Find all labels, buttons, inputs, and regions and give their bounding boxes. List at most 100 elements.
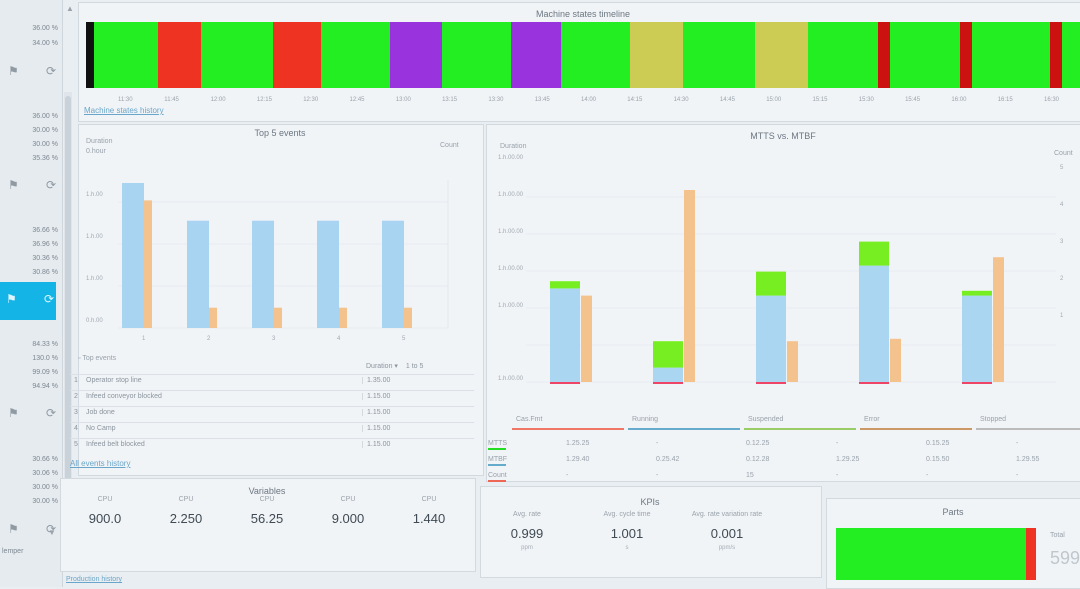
mtts-top-bar[interactable]	[550, 281, 580, 289]
timeline-segment-run[interactable]	[320, 22, 391, 88]
top5-title: Top 5 events	[254, 128, 306, 138]
mtts-cell: 1.29.55	[1016, 456, 1040, 463]
scroll-down-icon[interactable]: ▼	[48, 528, 56, 537]
table-index-icon: ▫	[78, 355, 81, 362]
count-bar[interactable]	[339, 307, 347, 328]
top5-xtick: 4	[337, 336, 341, 342]
timeline-segment-run[interactable]	[890, 22, 960, 88]
scroll-up-icon[interactable]: ▲	[66, 4, 74, 13]
timeline-segment-stop[interactable]	[272, 22, 321, 88]
table-row[interactable]: 1 Operator stop line 1.35.00	[70, 374, 474, 389]
mtts-base-bar[interactable]	[859, 265, 889, 382]
refresh-icon[interactable]: ⟳	[45, 64, 56, 78]
mtts-count-bar[interactable]	[581, 295, 592, 382]
pin-icon[interactable]: ⚑	[8, 406, 19, 420]
timeline-segment-idle[interactable]	[629, 22, 684, 88]
rail-active-item[interactable]: ⚑ ⟳	[0, 282, 56, 320]
timeline-tick: 14:30	[673, 97, 689, 103]
timeline-segment-run[interactable]	[1062, 22, 1080, 88]
row-index: 1	[74, 377, 78, 384]
event-label: No Camp	[86, 425, 116, 432]
refresh-icon[interactable]: ⟳	[45, 522, 56, 536]
machine-states-history-link[interactable]: Machine states history	[84, 106, 164, 115]
timeline-segment-fault[interactable]	[959, 22, 972, 88]
rail-value: 30.36 %	[32, 255, 58, 262]
rail-value: 30.06 %	[32, 470, 58, 477]
duration-bar[interactable]	[382, 220, 404, 328]
kpi-label: Avg. cycle time	[603, 511, 651, 518]
kpis-panel	[480, 486, 822, 578]
top5-chart: 1 2 3 4 5	[118, 180, 449, 342]
variable-label: CPU	[97, 496, 113, 503]
mtts-cell: 1.29.40	[566, 456, 590, 463]
mtts-count-bar[interactable]	[684, 190, 695, 382]
count-bar[interactable]	[144, 200, 152, 328]
timeline-segment-run[interactable]	[971, 22, 1051, 88]
timeline-segment-stop[interactable]	[157, 22, 202, 88]
all-events-history-link[interactable]: All events history	[70, 459, 131, 468]
count-bar[interactable]	[209, 307, 217, 328]
refresh-icon[interactable]: ⟳	[45, 406, 56, 420]
duration-bar[interactable]	[122, 183, 144, 328]
mtts-base-bar[interactable]	[756, 295, 786, 382]
mtts-top-bar[interactable]	[859, 241, 889, 266]
timeline-segment-fault[interactable]	[878, 22, 891, 88]
duration-bar[interactable]	[187, 220, 209, 328]
pin-icon[interactable]: ⚑	[8, 522, 19, 536]
refresh-icon[interactable]: ⟳	[45, 178, 56, 192]
table-row[interactable]: 3 Job done 1.15.00	[70, 406, 474, 421]
mtts-ytick: 1.h.00.00	[498, 229, 524, 235]
timeline-segment-run[interactable]	[683, 22, 755, 88]
row-index: 5	[74, 441, 78, 448]
pin-icon[interactable]: ⚑	[8, 64, 19, 78]
legend-line	[744, 428, 856, 430]
count-bar[interactable]	[404, 307, 412, 328]
timeline-segment-run[interactable]	[807, 22, 879, 88]
machine-states-timeline[interactable]	[86, 22, 1080, 88]
table-row[interactable]: 5 Infeed belt blocked 1.15.00	[70, 438, 474, 453]
count-bar[interactable]	[274, 307, 282, 328]
mtts-ylabel-right: Count	[1054, 150, 1073, 157]
mtts-count-bar[interactable]	[890, 338, 901, 382]
timeline-segment-fault[interactable]	[1050, 22, 1063, 88]
mtts-base-bar[interactable]	[653, 367, 683, 382]
timeline-tick: 13:15	[442, 97, 458, 103]
table-row[interactable]: 4 No Camp 1.15.00	[70, 422, 474, 437]
pin-icon[interactable]: ⚑	[6, 292, 17, 306]
kpi-unit: ppm	[521, 545, 533, 551]
mtts-count-bar[interactable]	[787, 341, 798, 382]
mtts-base-bar[interactable]	[550, 288, 580, 382]
legend-line	[628, 428, 740, 430]
kpi-value: 0.001	[710, 526, 744, 541]
mtts-count-bar[interactable]	[993, 257, 1004, 382]
timeline-segment-setup[interactable]	[511, 22, 562, 88]
rail-value: 30.66 %	[32, 456, 58, 463]
top5-xtick: 1	[142, 336, 146, 342]
timeline-tick: 15:00	[766, 97, 782, 103]
mtts-cell: -	[836, 472, 839, 479]
mtts-cell: 0.12.25	[746, 440, 770, 447]
variables-title: Variables	[248, 486, 286, 496]
timeline-segment-run[interactable]	[561, 22, 630, 88]
timeline-segment-idle[interactable]	[754, 22, 808, 88]
mtts-top-bar[interactable]	[653, 341, 683, 368]
kpi-value: 0.999	[510, 526, 544, 541]
mtts-base-bar[interactable]	[962, 295, 992, 382]
duration-bar[interactable]	[252, 220, 274, 328]
rail-bottom-label: lemper	[2, 548, 24, 555]
mtts-top-bar[interactable]	[756, 271, 786, 296]
table-row[interactable]: 2 Infeed conveyor blocked 1.15.00	[70, 390, 474, 405]
rail-value: 99.09 %	[32, 369, 58, 376]
production-history-link[interactable]: Production history	[66, 576, 123, 583]
timeline-segment-setup[interactable]	[390, 22, 442, 88]
duration-bar[interactable]	[317, 220, 339, 328]
rail-scrollbar-thumb[interactable]	[65, 96, 71, 526]
pin-icon[interactable]: ⚑	[8, 178, 19, 192]
timeline-tick: 13:30	[488, 97, 504, 103]
timeline-segment-run[interactable]	[441, 22, 512, 88]
timeline-segment-run[interactable]	[93, 22, 158, 88]
timeline-segment-run[interactable]	[201, 22, 273, 88]
mtts-cell: -	[1016, 472, 1019, 479]
mtts-top-bar[interactable]	[962, 290, 992, 296]
refresh-icon[interactable]: ⟳	[43, 292, 54, 306]
